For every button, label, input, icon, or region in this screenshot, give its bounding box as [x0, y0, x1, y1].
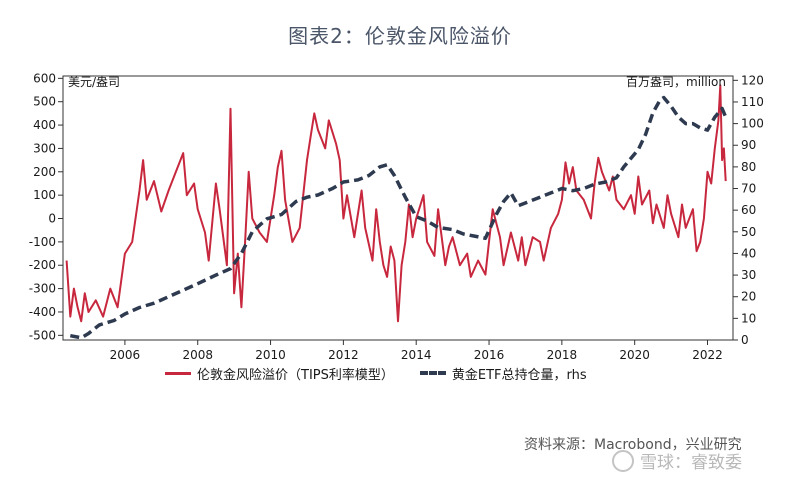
x-tick-label: 2022	[692, 348, 723, 362]
right-tick-label: 90	[741, 138, 756, 152]
left-tick-label: -300	[29, 282, 56, 296]
legend-swatch-premium	[165, 371, 191, 375]
right-tick-label: 40	[741, 246, 756, 260]
watermark-text: 雪球：睿致委	[640, 453, 742, 473]
legend: 伦敦金风险溢价（TIPS利率模型） 黄金ETF总持仓量，rhs	[165, 363, 613, 383]
right-tick-label: 50	[741, 225, 756, 239]
left-tick-label: 200	[33, 165, 56, 179]
x-tick-label: 2016	[474, 348, 505, 362]
legend-swatch-etf	[419, 371, 446, 375]
right-tick-label: 100	[741, 117, 764, 131]
right-tick-label: 0	[741, 333, 749, 347]
left-tick-label: 100	[33, 188, 56, 202]
watermark: 雪球：睿致委	[612, 448, 742, 473]
left-axis-unit: 美元/盎司	[68, 75, 120, 89]
series-line-etf	[69, 95, 728, 340]
right-tick-label: 60	[741, 203, 756, 217]
x-tick-label: 2018	[547, 348, 578, 362]
left-tick-label: -200	[29, 258, 56, 272]
left-tick-label: -500	[29, 328, 56, 342]
left-tick-label: 600	[33, 71, 56, 85]
x-tick-label: 2008	[182, 348, 213, 362]
x-tick-label: 2020	[619, 348, 650, 362]
right-tick-label: 80	[741, 160, 756, 174]
right-tick-label: 20	[741, 290, 756, 304]
right-tick-label: 120	[741, 73, 764, 87]
x-tick-label: 2012	[328, 348, 359, 362]
axes: 6005004003002001000-100-200-300-400-5001…	[29, 71, 764, 362]
left-tick-label: -100	[29, 235, 56, 249]
left-tick-label: 300	[33, 141, 56, 155]
right-tick-label: 30	[741, 268, 756, 282]
left-tick-label: 0	[48, 212, 56, 226]
chart-title: 图表2：伦敦金风险溢价	[288, 24, 512, 48]
series-line-premium	[65, 84, 727, 323]
legend-item-premium: 伦敦金风险溢价（TIPS利率模型）	[165, 364, 394, 383]
right-tick-label: 10	[741, 311, 756, 325]
legend-label-etf: 黄金ETF总持仓量，rhs	[451, 367, 587, 383]
legend-item-etf: 黄金ETF总持仓量，rhs	[419, 364, 587, 383]
watermark-logo-icon	[612, 449, 634, 472]
x-tick-label: 2014	[401, 348, 432, 362]
right-tick-label: 70	[741, 182, 756, 196]
x-tick-label: 2006	[110, 348, 141, 362]
right-tick-label: 110	[741, 95, 764, 109]
left-tick-label: 500	[33, 95, 56, 109]
x-tick-label: 2010	[255, 348, 286, 362]
left-tick-label: -400	[29, 305, 56, 319]
right-axis-unit: 百万盎司，million	[626, 75, 726, 89]
plot-frame	[62, 75, 734, 341]
left-tick-label: 400	[33, 118, 56, 132]
source-note: 资料来源：Macrobond，兴业研究	[524, 437, 742, 453]
legend-label-premium: 伦敦金风险溢价（TIPS利率模型）	[197, 367, 394, 383]
